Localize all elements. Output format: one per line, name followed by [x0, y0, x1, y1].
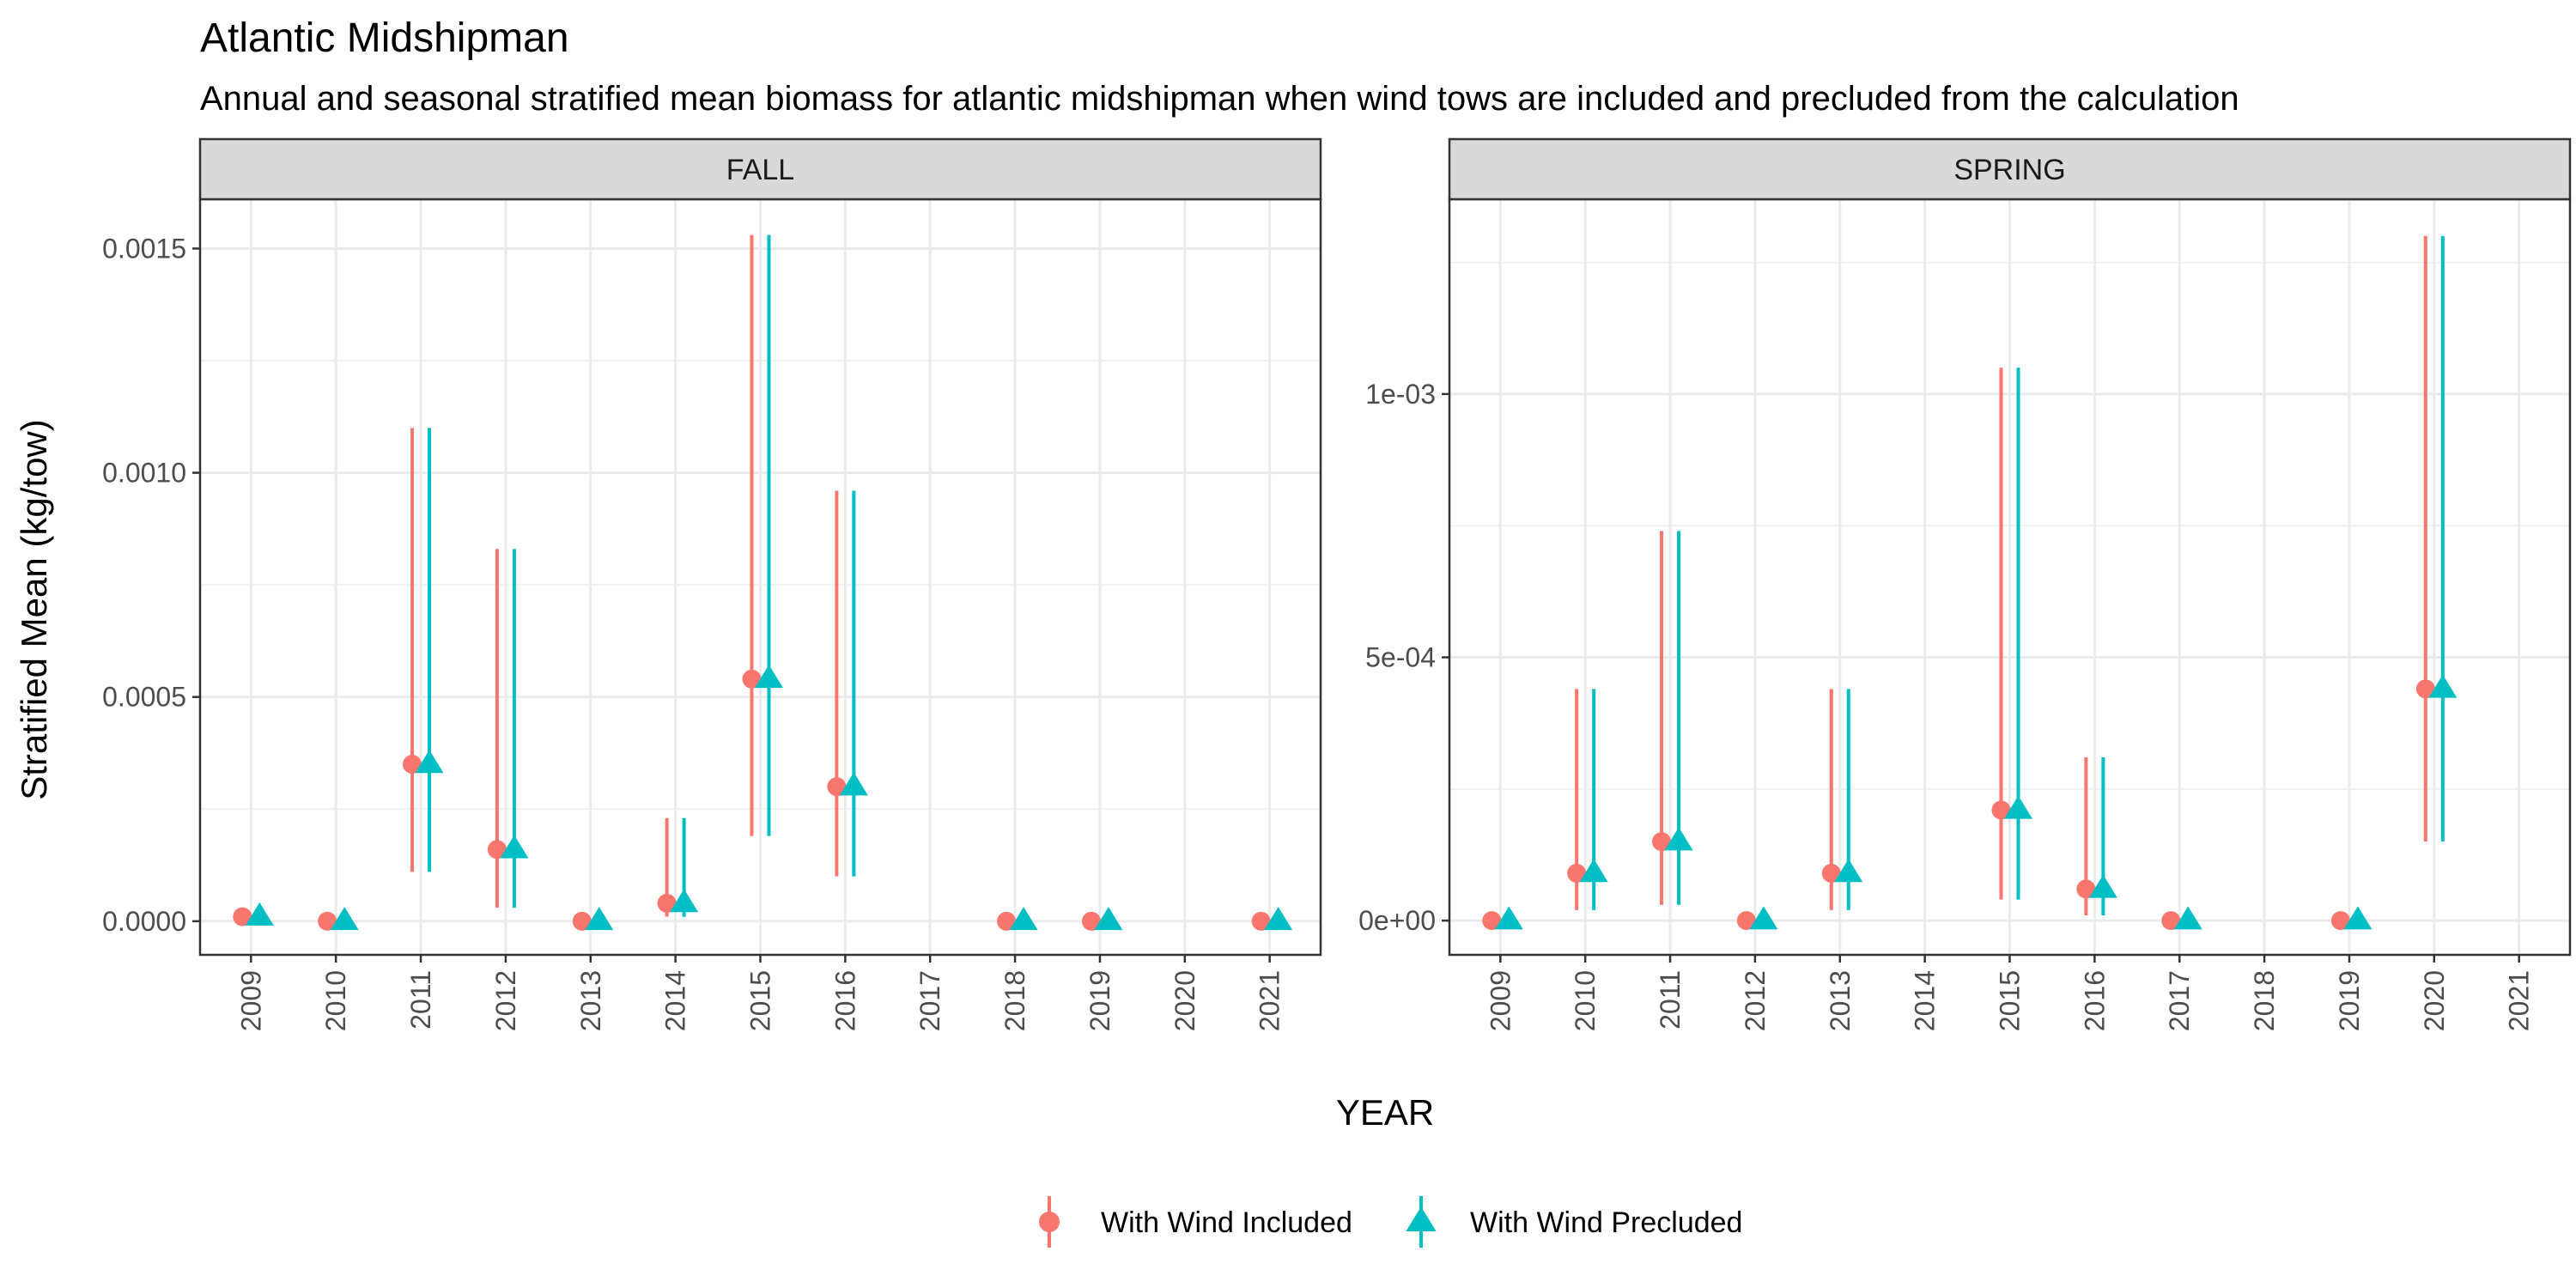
panel-spring: SPRING 0e+00 5e-04 1e-03 2009 2010 2011 2012 201…: [1358, 137, 2572, 1031]
data-point: [1749, 906, 1778, 930]
data-point: [755, 665, 783, 689]
legend-key-symbol: [1039, 1212, 1060, 1232]
data-point: [1821, 863, 1841, 883]
data-point: [1579, 859, 1608, 883]
facet-panels: FALL 0.0000 0.0005 0.0010 0.0015 2009 2010 2011…: [102, 137, 2572, 1031]
x-tick-label: 2017: [2164, 970, 2195, 1031]
legend-item: With Wind Precluded: [1406, 1196, 1742, 1248]
x-tick-label: 2017: [914, 970, 945, 1031]
facet-strip-label: FALL: [726, 154, 794, 186]
x-tick-label: 2021: [2504, 970, 2535, 1031]
x-tick-label: 2016: [2079, 970, 2110, 1031]
x-tick-label: 2019: [2334, 970, 2365, 1031]
facet-strip-label: SPRING: [1953, 154, 2065, 186]
data-point: [1834, 859, 1863, 883]
data-point: [1652, 832, 1672, 852]
data-point: [742, 669, 762, 689]
data-point: [2343, 906, 2372, 930]
chart-subtitle: Annual and seasonal stratified mean biom…: [200, 80, 2239, 118]
data-point: [2415, 679, 2435, 699]
legend-item: With Wind Included: [1039, 1196, 1352, 1248]
data-point: [233, 907, 252, 927]
y-axis-title: Stratified Mean (kg/tow): [14, 419, 54, 800]
data-point: [330, 907, 359, 931]
data-point: [997, 911, 1017, 931]
y-tick-label: 5e-04: [1365, 642, 1436, 673]
y-tick-label: 0.0005: [102, 682, 186, 713]
legend-key-symbol: [1406, 1206, 1437, 1231]
data-point: [2088, 874, 2117, 898]
data-point: [1567, 863, 1587, 883]
x-tick-label: 2012: [1740, 970, 1771, 1031]
y-tick-label: 1e-03: [1365, 379, 1436, 410]
data-point: [1081, 911, 1101, 931]
data-point: [415, 750, 444, 774]
x-tick-label: 2009: [235, 970, 266, 1031]
x-tick-label: 2013: [575, 970, 606, 1031]
x-tick-label: 2020: [1170, 970, 1200, 1031]
data-point: [403, 755, 422, 775]
y-tick-label: 0.0000: [102, 906, 186, 937]
chart-title: Atlantic Midshipman: [200, 15, 569, 61]
data-point: [1094, 907, 1123, 931]
data-point: [1482, 911, 1502, 931]
x-tick-label: 2012: [490, 970, 521, 1031]
data-point: [2004, 795, 2032, 819]
y-tick-label: 0.0015: [102, 233, 186, 264]
legend-label: With Wind Included: [1101, 1206, 1352, 1239]
x-tick-label: 2016: [829, 970, 860, 1031]
x-tick-label: 2018: [999, 970, 1030, 1031]
x-tick-label: 2010: [1570, 970, 1601, 1031]
data-point: [827, 777, 847, 797]
x-tick-label: 2015: [1995, 970, 2026, 1031]
y-tick-label: 0.0010: [102, 458, 186, 489]
data-point: [2330, 911, 2350, 931]
x-tick-label: 2021: [1255, 970, 1285, 1031]
x-tick-label: 2014: [1910, 970, 1941, 1031]
data-point: [1664, 827, 1693, 851]
x-tick-label: 2014: [660, 970, 691, 1031]
legend-label: With Wind Precluded: [1470, 1206, 1742, 1239]
legend: With Wind Included With Wind Precluded: [1039, 1196, 1742, 1248]
data-point: [839, 772, 868, 796]
data-point: [1991, 800, 2011, 820]
data-point: [2173, 906, 2202, 930]
data-point: [1251, 911, 1271, 931]
y-tick-label: 0e+00: [1358, 905, 1436, 936]
x-tick-label: 2020: [2419, 970, 2450, 1031]
data-point: [1494, 906, 1523, 930]
x-axis-title: YEAR: [1336, 1092, 1434, 1133]
x-tick-label: 2010: [320, 970, 351, 1031]
data-point: [670, 889, 699, 913]
data-point: [1736, 911, 1756, 931]
data-point: [585, 907, 614, 931]
data-point: [500, 835, 529, 859]
data-point: [318, 911, 337, 931]
x-tick-label: 2011: [1655, 970, 1686, 1030]
data-point: [2076, 879, 2096, 899]
facet-strip: [1448, 137, 2572, 201]
data-point: [487, 840, 507, 860]
data-point: [1264, 907, 1293, 931]
data-point: [1009, 907, 1038, 931]
data-point: [2428, 674, 2458, 698]
data-point: [572, 911, 592, 931]
x-tick-label: 2011: [405, 970, 436, 1030]
data-point: [245, 902, 274, 926]
x-tick-label: 2013: [1825, 970, 1856, 1031]
panel-fall: FALL 0.0000 0.0005 0.0010 0.0015 2009 2010 2011…: [102, 137, 1322, 1031]
x-tick-label: 2019: [1084, 970, 1115, 1031]
x-tick-label: 2009: [1485, 970, 1516, 1031]
x-tick-label: 2018: [2249, 970, 2280, 1031]
x-tick-label: 2015: [745, 970, 776, 1031]
data-point: [2161, 911, 2181, 931]
facet-strip: [198, 137, 1322, 201]
data-point: [657, 893, 677, 913]
